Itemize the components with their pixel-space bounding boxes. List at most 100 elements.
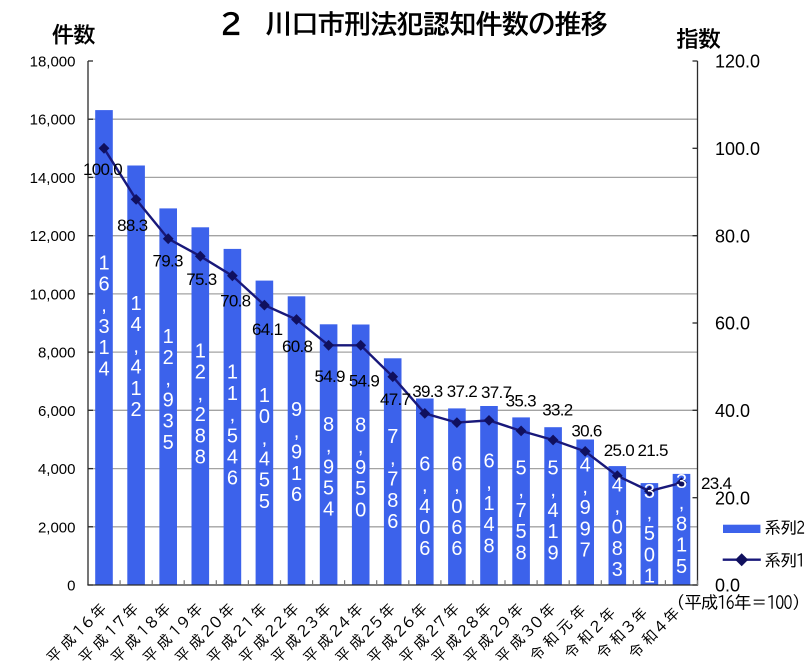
svg-text:7: 7 xyxy=(580,540,591,562)
svg-text:64.1: 64.1 xyxy=(252,320,283,339)
svg-text:8: 8 xyxy=(387,490,398,512)
svg-text:70.8: 70.8 xyxy=(220,292,251,311)
svg-text:,: , xyxy=(422,475,428,497)
svg-text:79.3: 79.3 xyxy=(152,252,183,271)
svg-text:4: 4 xyxy=(98,358,109,380)
svg-text:,: , xyxy=(486,472,492,494)
svg-text:,: , xyxy=(133,335,139,357)
svg-text:2,000: 2,000 xyxy=(38,519,76,536)
svg-text:,: , xyxy=(647,502,653,524)
svg-text:7: 7 xyxy=(387,469,398,491)
svg-text:6: 6 xyxy=(451,453,462,475)
svg-text:100.0: 100.0 xyxy=(715,139,760,159)
svg-text:1: 1 xyxy=(291,463,302,485)
svg-text:0: 0 xyxy=(67,578,75,595)
svg-text:4: 4 xyxy=(580,455,591,477)
svg-text:,: , xyxy=(454,475,460,497)
svg-text:3: 3 xyxy=(163,411,174,433)
svg-text:7: 7 xyxy=(387,426,398,448)
svg-text:60.8: 60.8 xyxy=(282,337,313,356)
svg-text:16,000: 16,000 xyxy=(30,112,76,129)
svg-text:,: , xyxy=(294,420,300,442)
svg-text:4: 4 xyxy=(323,499,334,521)
svg-text:30.6: 30.6 xyxy=(571,422,602,441)
svg-text:1: 1 xyxy=(195,341,206,363)
svg-text:6: 6 xyxy=(419,538,430,560)
svg-text:100.0: 100.0 xyxy=(83,160,122,179)
svg-text:5: 5 xyxy=(259,491,270,513)
svg-text:10,000: 10,000 xyxy=(30,286,76,303)
svg-text:9: 9 xyxy=(291,442,302,464)
svg-text:4,000: 4,000 xyxy=(38,461,76,478)
svg-text:,: , xyxy=(582,476,588,498)
svg-text:,: , xyxy=(262,427,268,449)
svg-text:6: 6 xyxy=(419,453,430,475)
svg-text:6: 6 xyxy=(227,468,238,490)
svg-text:9: 9 xyxy=(580,518,591,540)
svg-text:8: 8 xyxy=(355,415,366,437)
svg-text:37.2: 37.2 xyxy=(447,382,478,401)
svg-text:4: 4 xyxy=(131,314,142,336)
svg-text:6: 6 xyxy=(483,451,494,473)
svg-text:4: 4 xyxy=(612,474,623,496)
svg-text:40.0: 40.0 xyxy=(715,401,750,421)
svg-text:1: 1 xyxy=(131,293,142,315)
svg-text:4: 4 xyxy=(419,496,430,518)
svg-text:5: 5 xyxy=(227,425,238,447)
svg-text:5: 5 xyxy=(548,458,559,480)
svg-text:12,000: 12,000 xyxy=(30,228,76,245)
svg-text:1: 1 xyxy=(98,252,109,274)
svg-text:8: 8 xyxy=(483,535,494,557)
svg-text:3: 3 xyxy=(612,559,623,581)
svg-text:39.3: 39.3 xyxy=(412,382,443,401)
svg-text:47.7: 47.7 xyxy=(380,390,411,409)
svg-text:8: 8 xyxy=(195,425,206,447)
svg-text:9: 9 xyxy=(291,399,302,421)
svg-text:8: 8 xyxy=(195,447,206,469)
svg-text:5: 5 xyxy=(259,470,270,492)
svg-text:1: 1 xyxy=(227,383,238,405)
svg-text:2: 2 xyxy=(195,362,206,384)
svg-text:1: 1 xyxy=(676,535,687,557)
svg-text:75.3: 75.3 xyxy=(186,270,217,289)
svg-text:,: , xyxy=(358,436,364,458)
svg-text:60.0: 60.0 xyxy=(715,314,750,334)
svg-text:4: 4 xyxy=(259,449,270,471)
svg-text:2: 2 xyxy=(131,399,142,421)
svg-text:,: , xyxy=(101,295,107,317)
svg-text:9: 9 xyxy=(163,389,174,411)
svg-text:6: 6 xyxy=(451,538,462,560)
svg-text:9: 9 xyxy=(355,457,366,479)
svg-text:0: 0 xyxy=(644,544,655,566)
svg-text:4: 4 xyxy=(227,447,238,469)
svg-text:54.9: 54.9 xyxy=(314,367,345,386)
svg-text:120.0: 120.0 xyxy=(715,52,760,72)
svg-text:23.4: 23.4 xyxy=(701,474,732,493)
svg-text:1: 1 xyxy=(259,385,270,407)
svg-text:,: , xyxy=(518,479,524,501)
svg-text:,: , xyxy=(230,404,236,426)
svg-text:0.0: 0.0 xyxy=(715,576,740,596)
svg-text:,: , xyxy=(679,492,685,514)
svg-text:4: 4 xyxy=(131,357,142,379)
svg-text:0: 0 xyxy=(612,517,623,539)
svg-text:5: 5 xyxy=(355,478,366,500)
svg-text:9: 9 xyxy=(323,456,334,478)
svg-text:0: 0 xyxy=(355,499,366,521)
svg-text:14,000: 14,000 xyxy=(30,170,76,187)
svg-text:8: 8 xyxy=(676,513,687,535)
svg-text:35.3: 35.3 xyxy=(506,392,537,411)
svg-text:7: 7 xyxy=(516,500,527,522)
svg-text:4: 4 xyxy=(483,514,494,536)
svg-text:9: 9 xyxy=(548,542,559,564)
svg-text:1: 1 xyxy=(548,521,559,543)
svg-text:88.3: 88.3 xyxy=(117,216,148,235)
svg-text:2: 2 xyxy=(195,404,206,426)
svg-text:1: 1 xyxy=(227,362,238,384)
svg-text:1: 1 xyxy=(131,378,142,400)
svg-text:6,000: 6,000 xyxy=(38,403,76,420)
svg-text:,: , xyxy=(326,435,332,457)
svg-text:8,000: 8,000 xyxy=(38,345,76,362)
svg-text:,: , xyxy=(550,479,556,501)
svg-text:18,000: 18,000 xyxy=(30,54,76,71)
